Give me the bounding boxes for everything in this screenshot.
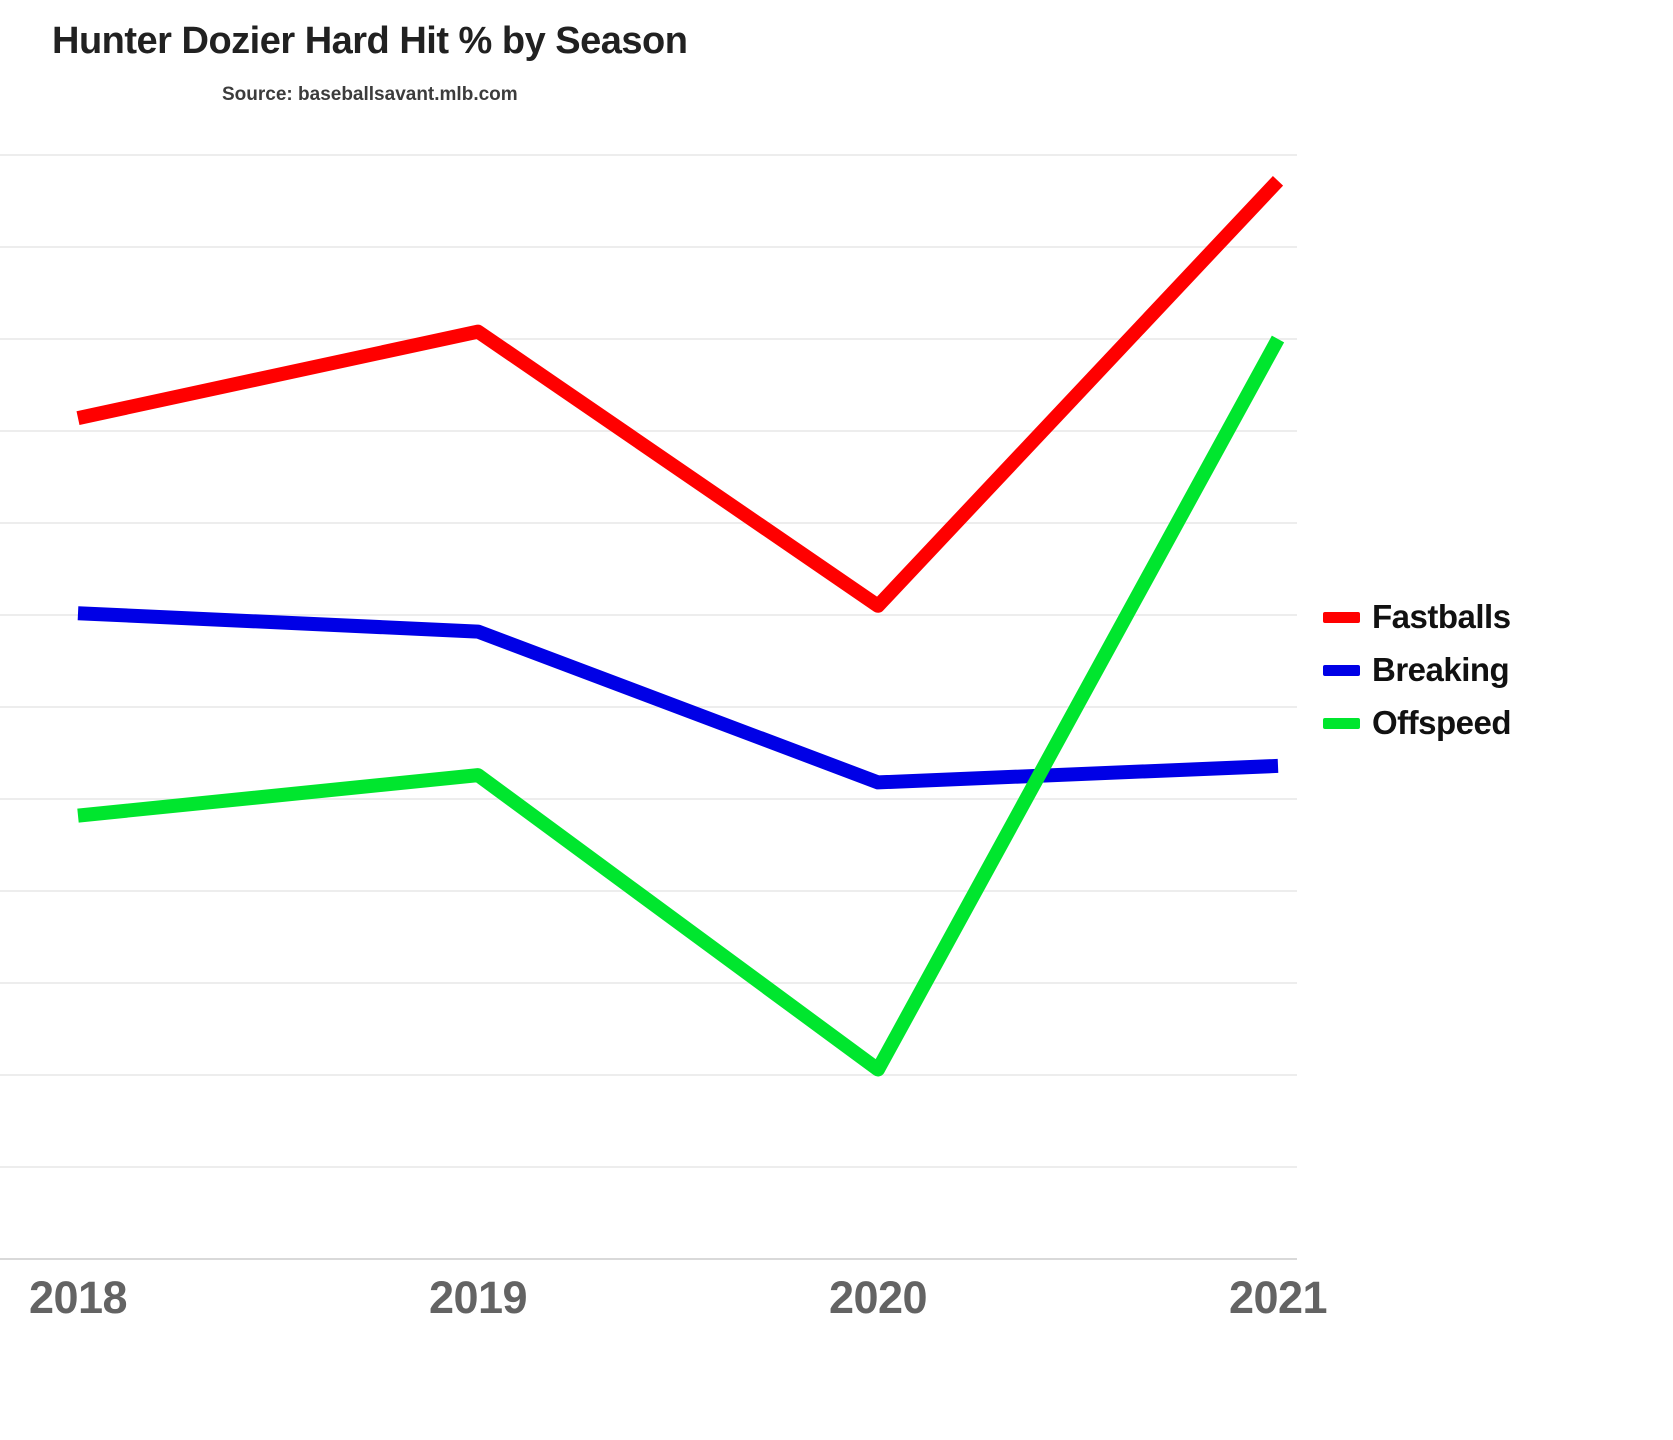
x-tick-2018: 2018 — [28, 1272, 128, 1323]
legend-swatch-offspeed-icon — [1323, 717, 1360, 729]
x-tick-2021: 2021 — [1228, 1272, 1328, 1323]
legend-swatch-fastballs-icon — [1323, 611, 1360, 623]
legend-swatch-breaking-icon — [1323, 664, 1360, 676]
legend-label-breaking: Breaking — [1372, 651, 1510, 688]
x-tick-2020: 2020 — [828, 1272, 928, 1323]
legend: Fastballs Breaking Offspeed — [1323, 598, 1512, 742]
legend-item-fastballs[interactable]: Fastballs — [1323, 598, 1511, 636]
legend-label-offspeed: Offspeed — [1372, 704, 1512, 741]
legend-item-breaking[interactable]: Breaking — [1323, 651, 1511, 689]
x-axis: 2018 2019 2020 2021 — [0, 1272, 1673, 1332]
chart-title: Hunter Dozier Hard Hit % by Season — [52, 20, 688, 62]
chart-source: Source: baseballsavant.mlb.com — [222, 84, 518, 105]
x-tick-2019: 2019 — [428, 1272, 528, 1323]
legend-item-offspeed[interactable]: Offspeed — [1323, 704, 1512, 742]
legend-label-fastballs: Fastballs — [1372, 598, 1511, 635]
